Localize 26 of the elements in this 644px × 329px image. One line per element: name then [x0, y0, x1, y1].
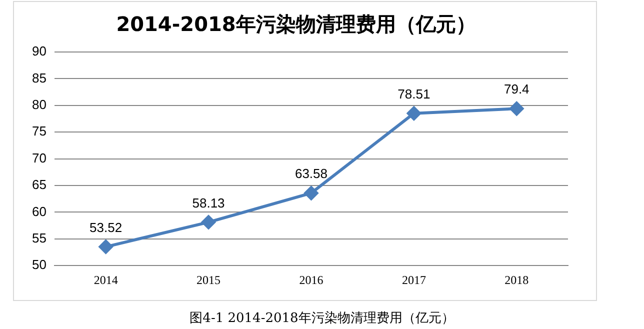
data-label: 63.58 — [294, 166, 328, 182]
y-tick-label: 65 — [32, 177, 46, 192]
x-tick-label: 2018 — [504, 272, 529, 287]
point — [406, 106, 421, 120]
x-tick-label: 2016 — [299, 272, 324, 287]
x-tick-label: 2015 — [196, 272, 221, 287]
chart-title: 2014-2018年污染物清理费用（亿元） — [116, 12, 476, 36]
y-tick-label: 50 — [32, 257, 46, 272]
point — [304, 186, 318, 200]
x-tick-label: 2014 — [94, 272, 118, 287]
y-tick-label: 80 — [32, 96, 46, 112]
data-label: 79.4 — [504, 82, 530, 97]
point — [510, 102, 524, 116]
y-tick-label: 75 — [32, 124, 46, 139]
point — [202, 215, 216, 230]
data-label: 58.13 — [192, 195, 225, 210]
y-tick-label: 70 — [32, 150, 46, 166]
y-tick-label: 85 — [32, 70, 46, 86]
y-tick-label: 90 — [32, 44, 46, 59]
data-label: 53.52 — [90, 220, 122, 235]
point — [98, 240, 113, 254]
caption: 图4-1 2014-2018年污染物清理费用（亿元） — [188, 310, 456, 327]
y-tick-label: 55 — [32, 230, 46, 246]
data-label: 78.51 — [398, 86, 430, 102]
y-tick-label: 60 — [32, 204, 46, 219]
x-tick-label: 2017 — [402, 272, 426, 287]
